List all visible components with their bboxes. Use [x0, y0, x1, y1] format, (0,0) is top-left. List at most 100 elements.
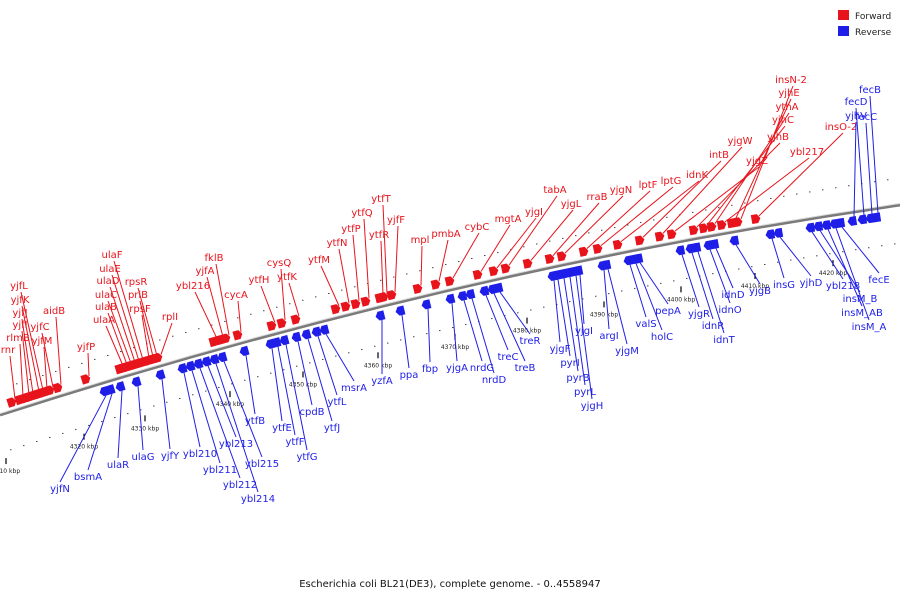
forward-gene-arrow[interactable] [430, 279, 442, 290]
forward-gene-label[interactable]: cycA [224, 290, 248, 301]
forward-gene-arrow[interactable] [44, 384, 55, 396]
reverse-gene-label[interactable]: idnR [702, 321, 724, 332]
reverse-gene-label[interactable]: ppa [400, 370, 419, 381]
reverse-gene-label[interactable]: ybl214 [241, 494, 275, 505]
forward-gene-arrow[interactable] [276, 317, 287, 329]
reverse-gene-label[interactable]: ytfF [285, 437, 304, 448]
reverse-gene-arrow[interactable] [847, 216, 858, 226]
reverse-gene-label[interactable]: pyrI [560, 358, 579, 369]
forward-gene-arrow[interactable] [330, 303, 342, 315]
reverse-gene-label[interactable]: fecD [845, 97, 868, 108]
reverse-gene-label[interactable]: insM_AB [841, 308, 883, 319]
reverse-gene-arrow[interactable] [457, 290, 468, 302]
reverse-gene-label[interactable]: holC [651, 332, 673, 343]
forward-gene-label[interactable]: ytfH [249, 275, 270, 286]
reverse-gene-label[interactable]: yzfA [371, 376, 393, 387]
forward-gene-arrow[interactable] [378, 291, 390, 303]
reverse-gene-arrow[interactable] [301, 329, 312, 340]
reverse-gene-label[interactable]: yjgF [550, 344, 571, 355]
reverse-gene-arrow[interactable] [765, 229, 776, 240]
reverse-gene-label[interactable]: nrdG [470, 363, 494, 374]
reverse-gene-arrow[interactable] [176, 363, 188, 374]
forward-gene-label[interactable]: insN-2 [775, 75, 807, 86]
reverse-gene-label[interactable]: yjgA [446, 363, 468, 374]
reverse-gene-arrow[interactable] [375, 310, 386, 321]
forward-gene-label[interactable]: mgtA [495, 214, 522, 225]
reverse-gene-label[interactable]: ybl211 [203, 465, 237, 476]
forward-gene-arrow[interactable] [80, 373, 91, 385]
reverse-gene-label[interactable]: insG [773, 280, 795, 291]
forward-gene-label[interactable]: yjhE [778, 88, 799, 99]
forward-gene-arrow[interactable] [732, 217, 743, 228]
forward-gene-label[interactable]: ybl217 [790, 147, 824, 158]
reverse-gene-arrow[interactable] [421, 299, 432, 310]
forward-gene-label[interactable]: ytfM [308, 255, 330, 266]
forward-gene-label[interactable]: yjfP [77, 342, 95, 353]
reverse-gene-arrow[interactable] [821, 220, 832, 230]
forward-gene-label[interactable]: ybl216 [176, 281, 210, 292]
forward-gene-arrow[interactable] [522, 258, 534, 269]
forward-gene-label[interactable]: fklB [205, 253, 224, 264]
forward-gene-arrow[interactable] [152, 352, 163, 364]
reverse-gene-arrow[interactable] [278, 334, 290, 346]
reverse-gene-arrow[interactable] [871, 212, 882, 223]
forward-gene-arrow[interactable] [578, 246, 590, 257]
reverse-gene-label[interactable]: yjfN [50, 484, 70, 495]
forward-gene-label[interactable]: yjgL [561, 199, 582, 210]
reverse-gene-label[interactable]: insM_A [852, 322, 887, 333]
forward-gene-label[interactable]: cybC [465, 222, 490, 233]
reverse-gene-label[interactable]: ybl210 [183, 449, 217, 460]
forward-gene-label[interactable]: yjfM [32, 336, 53, 347]
forward-gene-label[interactable]: rraB [586, 192, 607, 203]
reverse-gene-label[interactable]: ytfL [328, 397, 347, 408]
forward-gene-label[interactable]: ytfT [371, 194, 391, 205]
reverse-gene-label[interactable]: yjhD [800, 278, 823, 289]
reverse-gene-arrow[interactable] [200, 356, 212, 367]
forward-gene-arrow[interactable] [412, 283, 424, 294]
forward-gene-label[interactable]: insO-2 [825, 122, 857, 133]
reverse-gene-arrow[interactable] [238, 345, 250, 357]
forward-gene-arrow[interactable] [6, 396, 17, 408]
forward-gene-label[interactable]: rnr [1, 345, 16, 356]
reverse-gene-arrow[interactable] [104, 384, 116, 395]
reverse-gene-label[interactable]: yjgR [688, 309, 710, 320]
forward-gene-label[interactable]: aidB [43, 306, 65, 317]
forward-gene-label[interactable]: lptF [639, 180, 658, 191]
forward-gene-arrow[interactable] [52, 382, 63, 394]
reverse-gene-arrow[interactable] [270, 337, 282, 348]
forward-gene-arrow[interactable] [698, 223, 709, 234]
forward-gene-label[interactable]: tabA [543, 185, 566, 196]
forward-gene-arrow[interactable] [386, 289, 398, 301]
reverse-gene-arrow[interactable] [319, 324, 330, 335]
reverse-gene-label[interactable]: treB [515, 363, 536, 374]
reverse-gene-label[interactable]: ulaG [132, 452, 155, 463]
reverse-gene-arrow[interactable] [395, 305, 406, 316]
forward-gene-label[interactable]: ytfN [327, 238, 348, 249]
reverse-gene-label[interactable]: fecE [868, 275, 890, 286]
reverse-gene-label[interactable]: bsmA [74, 472, 102, 483]
reverse-gene-label[interactable]: fecB [859, 85, 881, 96]
reverse-gene-arrow[interactable] [208, 354, 220, 365]
forward-gene-label[interactable]: yjfC [30, 322, 49, 333]
forward-gene-arrow[interactable] [232, 329, 243, 341]
reverse-gene-arrow[interactable] [709, 239, 720, 249]
forward-gene-arrow[interactable] [340, 301, 352, 312]
reverse-gene-label[interactable]: pyrB [566, 373, 589, 384]
reverse-gene-arrow[interactable] [857, 214, 868, 225]
reverse-gene-label[interactable]: ytfB [245, 416, 265, 427]
reverse-gene-arrow[interactable] [445, 293, 456, 305]
forward-gene-label[interactable]: yjfL [10, 281, 28, 292]
forward-gene-arrow[interactable] [350, 298, 362, 310]
forward-gene-label[interactable]: rlmB [6, 333, 30, 344]
reverse-gene-arrow[interactable] [835, 217, 846, 228]
reverse-gene-label[interactable]: ytfJ [324, 423, 340, 434]
forward-gene-arrow[interactable] [472, 269, 484, 280]
forward-gene-arrow[interactable] [688, 225, 699, 236]
forward-gene-label[interactable]: idnK [686, 170, 708, 181]
forward-gene-arrow[interactable] [266, 320, 277, 332]
reverse-gene-label[interactable]: nrdD [482, 375, 507, 386]
forward-gene-label[interactable]: ulaF [102, 250, 123, 261]
reverse-gene-label[interactable]: ybl215 [245, 459, 279, 470]
forward-gene-label[interactable]: ulaB [95, 302, 117, 313]
reverse-gene-label[interactable]: yjhV [845, 111, 867, 122]
